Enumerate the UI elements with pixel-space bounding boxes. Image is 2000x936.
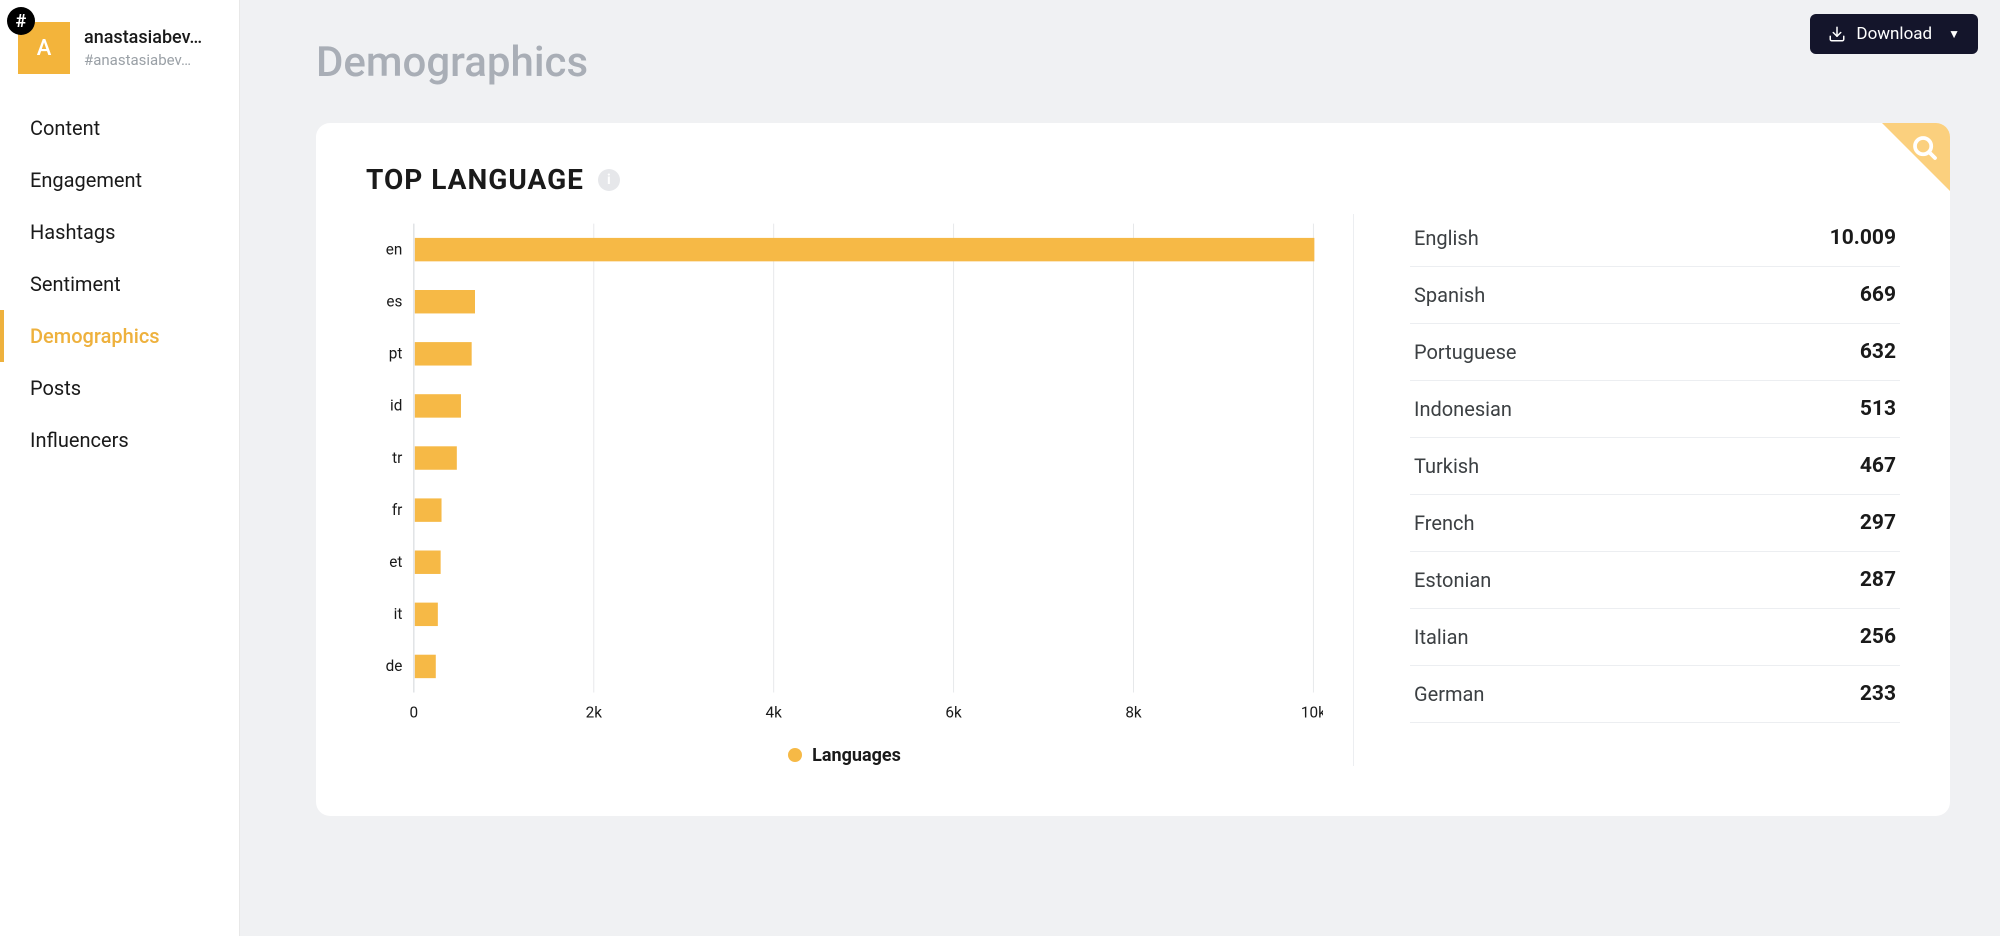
list-item-value: 233 xyxy=(1860,682,1896,706)
svg-text:et: et xyxy=(389,553,402,571)
list-item: Indonesian 513 xyxy=(1410,381,1900,438)
list-item-value: 669 xyxy=(1860,283,1896,307)
svg-text:6k: 6k xyxy=(945,703,962,721)
language-chart: 0 2k 4k 6k 8k 10k en es pt id tr fr et it de Languages xyxy=(366,214,1354,766)
sidebar-item-hashtags[interactable]: Hashtags xyxy=(0,206,239,258)
profile-name: anastasiabev… xyxy=(84,26,202,49)
profile-tag: #anastasiabev… xyxy=(84,51,202,71)
legend-dot-icon xyxy=(788,748,802,762)
svg-text:es: es xyxy=(386,293,402,311)
list-item-label: English xyxy=(1414,226,1479,250)
list-item: French 297 xyxy=(1410,495,1900,552)
list-item-label: Portuguese xyxy=(1414,340,1517,364)
sidebar-item-demographics[interactable]: Demographics xyxy=(0,310,239,362)
sidebar-item-sentiment[interactable]: Sentiment xyxy=(0,258,239,310)
list-item-value: 632 xyxy=(1860,340,1896,364)
sidebar-nav: ContentEngagementHashtagsSentimentDemogr… xyxy=(0,98,239,466)
svg-text:de: de xyxy=(386,657,403,675)
top-language-card: TOP LANGUAGE i 0 2k 4k 6k 8k 10k en es pt id tr fr e… xyxy=(316,123,1950,816)
list-item-label: Italian xyxy=(1414,625,1469,649)
list-item-value: 513 xyxy=(1860,397,1896,421)
svg-text:id: id xyxy=(390,397,402,415)
sidebar-item-posts[interactable]: Posts xyxy=(0,362,239,414)
list-item: Spanish 669 xyxy=(1410,267,1900,324)
list-item-value: 297 xyxy=(1860,511,1896,535)
card-header: TOP LANGUAGE i xyxy=(366,163,1900,196)
list-item-value: 256 xyxy=(1860,625,1896,649)
svg-text:4k: 4k xyxy=(766,703,783,721)
list-item-label: Indonesian xyxy=(1414,397,1512,421)
list-item: English 10.009 xyxy=(1410,220,1900,267)
list-item-value: 10.009 xyxy=(1830,226,1896,250)
list-item-label: Turkish xyxy=(1414,454,1479,478)
list-item-value: 287 xyxy=(1860,568,1896,592)
sidebar-item-influencers[interactable]: Influencers xyxy=(0,414,239,466)
main-content: Download ▼ Demographics TOP LANGUAGE i 0… xyxy=(240,0,2000,936)
list-item: Estonian 287 xyxy=(1410,552,1900,609)
list-item-value: 467 xyxy=(1860,454,1896,478)
sidebar: # A anastasiabev… #anastasiabev… Content… xyxy=(0,0,240,936)
page-title: Demographics xyxy=(316,38,1950,87)
chart-legend: Languages xyxy=(366,745,1323,766)
profile-block: A anastasiabev… #anastasiabev… xyxy=(0,0,239,98)
list-item-label: French xyxy=(1414,511,1475,535)
sidebar-item-engagement[interactable]: Engagement xyxy=(0,154,239,206)
download-icon xyxy=(1828,25,1846,43)
search-icon[interactable] xyxy=(1910,133,1940,167)
card-title: TOP LANGUAGE xyxy=(366,163,584,196)
list-item: Italian 256 xyxy=(1410,609,1900,666)
list-item-label: Estonian xyxy=(1414,568,1491,592)
svg-text:fr: fr xyxy=(392,501,403,519)
svg-text:8k: 8k xyxy=(1125,703,1142,721)
list-item-label: Spanish xyxy=(1414,283,1485,307)
download-label: Download xyxy=(1856,24,1932,44)
list-item-label: German xyxy=(1414,682,1484,706)
list-item: Portuguese 632 xyxy=(1410,324,1900,381)
svg-text:en: en xyxy=(386,240,403,258)
info-icon[interactable]: i xyxy=(598,169,620,191)
chevron-down-icon: ▼ xyxy=(1948,27,1960,41)
language-list: English 10.009 Spanish 669 Portuguese 632 Indo… xyxy=(1410,214,1900,766)
svg-text:it: it xyxy=(394,605,403,623)
svg-text:0: 0 xyxy=(410,703,419,721)
download-button[interactable]: Download ▼ xyxy=(1810,14,1978,54)
svg-text:2k: 2k xyxy=(586,703,603,721)
bar-chart-svg: 0 2k 4k 6k 8k 10k en es pt id tr fr et it de xyxy=(366,214,1323,731)
sidebar-item-content[interactable]: Content xyxy=(0,102,239,154)
svg-text:pt: pt xyxy=(389,345,403,363)
list-item: Turkish 467 xyxy=(1410,438,1900,495)
list-item: German 233 xyxy=(1410,666,1900,723)
hash-badge-icon: # xyxy=(7,7,35,35)
svg-text:10k: 10k xyxy=(1301,703,1323,721)
legend-label: Languages xyxy=(812,745,901,766)
svg-text:tr: tr xyxy=(392,449,402,467)
